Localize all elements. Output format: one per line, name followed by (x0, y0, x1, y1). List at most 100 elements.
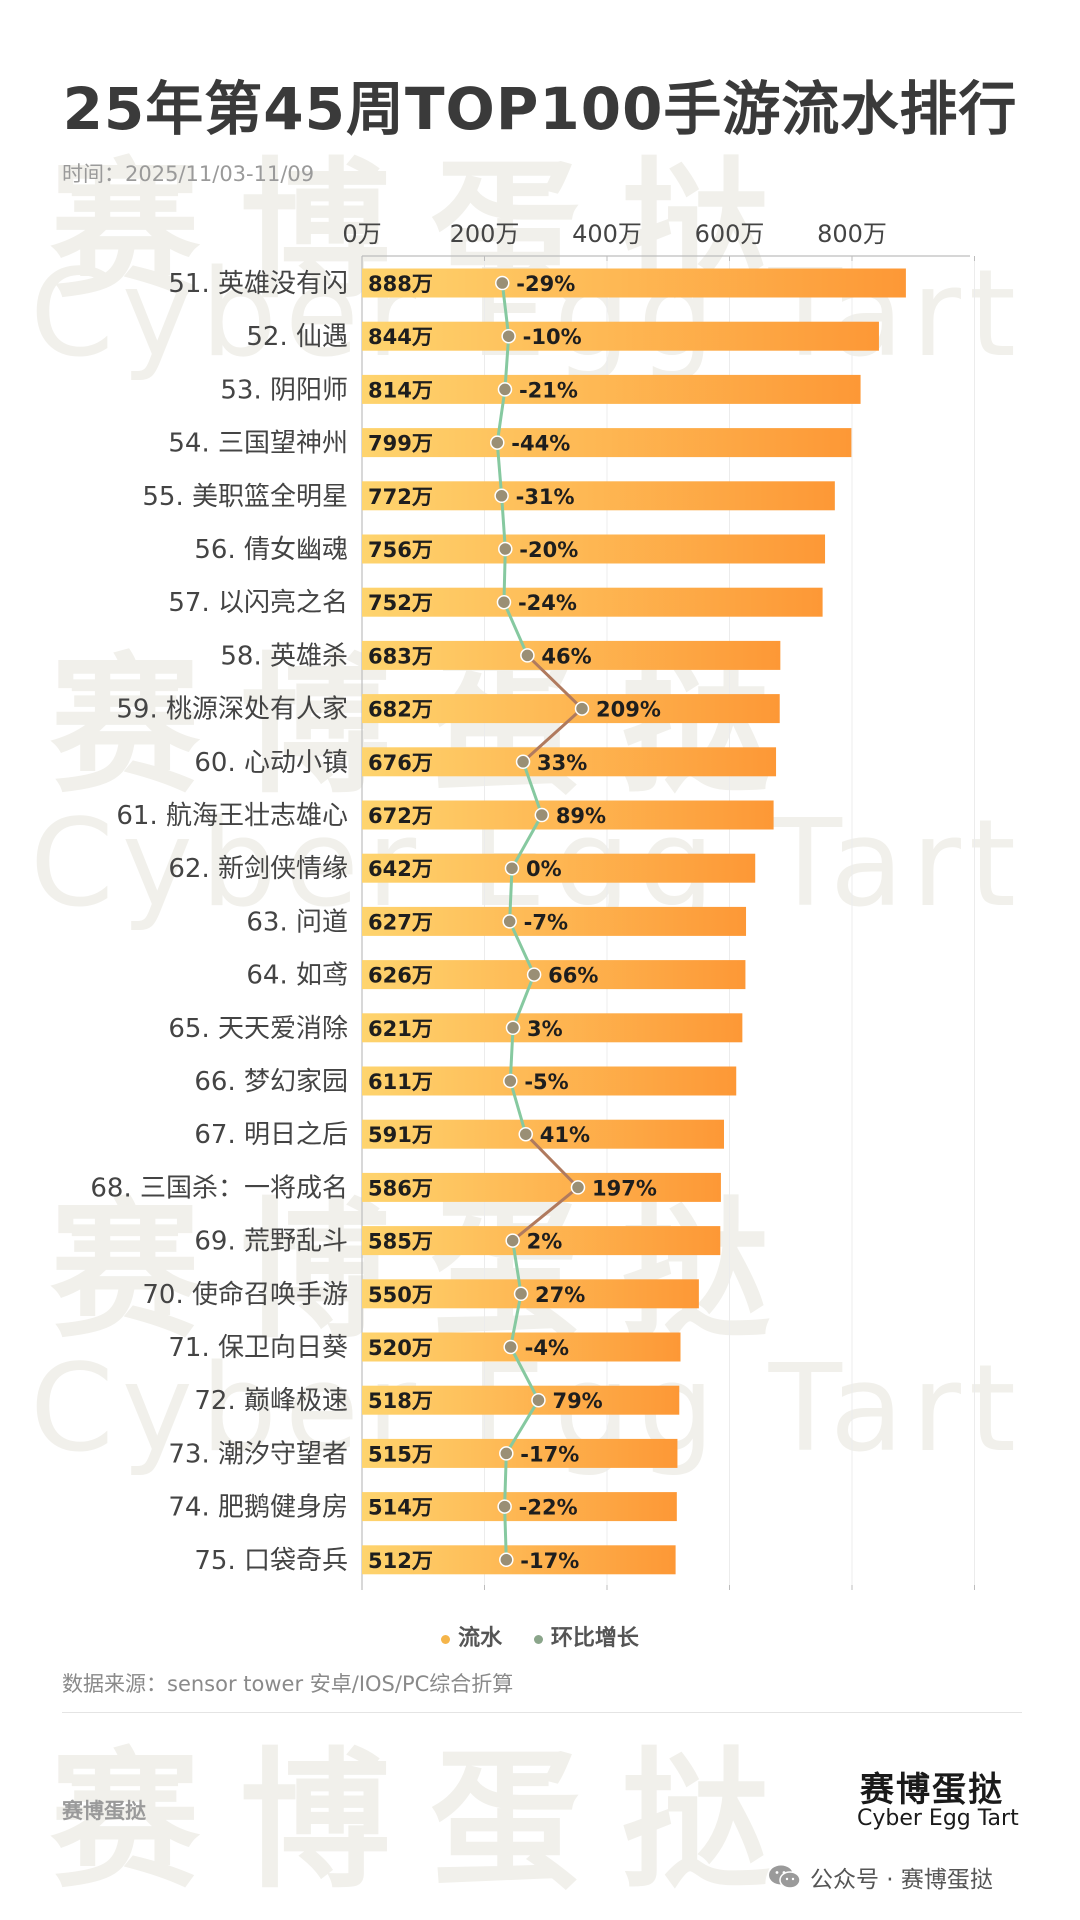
growth-point (570, 1180, 586, 1195)
growth-line-segment (524, 1132, 580, 1189)
category-label: 62. 新剑侠情缘 (168, 854, 348, 884)
x-tick-label: 0万 (342, 220, 381, 248)
category-label: 59. 桃源深处有人家 (116, 695, 348, 725)
growth-point (490, 435, 505, 450)
growth-value-label: 0% (526, 857, 562, 881)
category-label: 53. 阴阳师 (220, 375, 348, 405)
revenue-value-label: 627万 (368, 910, 433, 934)
growth-point (504, 860, 520, 876)
growth-value-label: 41% (540, 1123, 590, 1147)
legend-revenue-dot (441, 1634, 451, 1644)
growth-point (497, 382, 513, 397)
category-label: 61. 航海王壮志雄心 (116, 801, 348, 831)
category-label: 74. 肥鹅健身房 (168, 1493, 348, 1523)
watermark-cn: 赛博蛋挞 (50, 1735, 811, 1909)
data-source: 数据来源：sensor tower 安卓/IOS/PC综合折算 (62, 1672, 514, 1696)
category-label: 67. 明日之后 (194, 1120, 348, 1150)
legend-revenue-label: 流水 (458, 1626, 503, 1651)
growth-value-label: -29% (516, 272, 575, 296)
growth-point (520, 648, 535, 663)
revenue-value-label: 586万 (368, 1176, 433, 1200)
growth-line-segment (500, 281, 511, 338)
revenue-bar (362, 1066, 737, 1096)
growth-point (505, 1020, 521, 1036)
growth-line-segment (508, 1079, 528, 1136)
revenue-value-label: 772万 (368, 485, 433, 509)
growth-value-label: 46% (541, 644, 591, 668)
category-label: 51. 英雄没有闪 (168, 269, 348, 299)
growth-point (505, 1233, 520, 1248)
revenue-bar (362, 800, 774, 830)
growth-line-segment (511, 973, 536, 1030)
revenue-bar (362, 747, 777, 777)
revenue-bar (362, 1438, 678, 1468)
growth-point (503, 1339, 518, 1355)
category-label: 68. 三国杀：一将成名 (90, 1173, 348, 1203)
growth-value-label: 2% (527, 1230, 563, 1254)
revenue-value-label: 682万 (368, 698, 433, 722)
legend-growth-dot (533, 1634, 543, 1644)
revenue-bar (362, 1385, 680, 1415)
revenue-value-label: 626万 (368, 964, 433, 988)
revenue-value-label: 514万 (368, 1496, 433, 1520)
revenue-bar (362, 374, 861, 404)
category-label: 75. 口袋奇兵 (194, 1546, 348, 1576)
category-label: 69. 荒野乱斗 (194, 1227, 348, 1257)
x-tick-label: 800万 (817, 220, 887, 248)
category-label: 70. 使命召唤手游 (142, 1280, 348, 1310)
growth-value-label: -5% (524, 1070, 568, 1094)
growth-point (526, 967, 542, 982)
growth-line-segment (495, 387, 507, 445)
footer-divider (62, 1712, 1022, 1713)
revenue-value-label: 888万 (368, 272, 433, 296)
growth-value-label: -44% (511, 432, 570, 456)
brand-logo-en: Cyber Egg Tart (857, 1806, 1019, 1831)
legend-item-growth: 环比增长 (533, 1620, 639, 1652)
x-tick-label: 600万 (695, 220, 765, 248)
category-label: 60. 心动小镇 (194, 748, 348, 778)
revenue-value-label: 683万 (368, 644, 433, 668)
growth-line-segment (511, 1239, 523, 1296)
revenue-bar (362, 268, 906, 298)
growth-value-label: -7% (524, 910, 568, 934)
legend-item-revenue: 流水 (441, 1620, 502, 1652)
growth-line-segment (511, 1185, 580, 1243)
growth-point (494, 488, 509, 504)
revenue-value-label: 611万 (368, 1070, 433, 1094)
growth-line-segment (509, 1292, 523, 1349)
growth-point (515, 754, 531, 770)
growth-point (495, 275, 510, 291)
revenue-value-label: 591万 (368, 1123, 433, 1147)
category-label: 55. 美职篮全明星 (142, 482, 348, 512)
revenue-bar (362, 853, 756, 883)
revenue-value-label: 676万 (368, 751, 433, 775)
revenue-value-label: 752万 (368, 591, 433, 615)
revenue-value-label: 585万 (368, 1230, 433, 1254)
page-title: 25年第45周TOP100手游流水排行 (62, 75, 1018, 143)
growth-value-label: -4% (525, 1336, 569, 1360)
wechat-icon (769, 1865, 801, 1889)
category-label: 54. 三国望神州 (168, 429, 348, 459)
growth-line-segment (502, 547, 507, 604)
x-tick-label: 400万 (572, 220, 642, 248)
growth-line-segment (502, 600, 529, 657)
chart-legend: 流水 环比增长 (0, 1620, 1080, 1652)
growth-point (498, 541, 513, 557)
growth-line-segment (508, 919, 536, 977)
revenue-value-label: 512万 (368, 1549, 433, 1573)
growth-value-label: -24% (518, 591, 577, 615)
revenue-bar (362, 1013, 743, 1043)
revenue-bar (362, 960, 746, 990)
growth-value-label: -20% (519, 538, 578, 562)
category-label: 56. 倩女幽魂 (194, 535, 348, 565)
growth-value-label: 79% (552, 1389, 602, 1413)
growth-value-label: 197% (592, 1176, 657, 1200)
growth-point (499, 1446, 514, 1461)
growth-line-segment (525, 653, 584, 711)
growth-value-label: 66% (548, 964, 598, 988)
growth-value-label: 89% (556, 804, 606, 828)
growth-value-label: 33% (537, 751, 587, 775)
brand-name: 赛博蛋挞 (62, 1799, 146, 1823)
growth-value-label: -10% (523, 325, 582, 349)
revenue-bar (362, 1279, 699, 1309)
